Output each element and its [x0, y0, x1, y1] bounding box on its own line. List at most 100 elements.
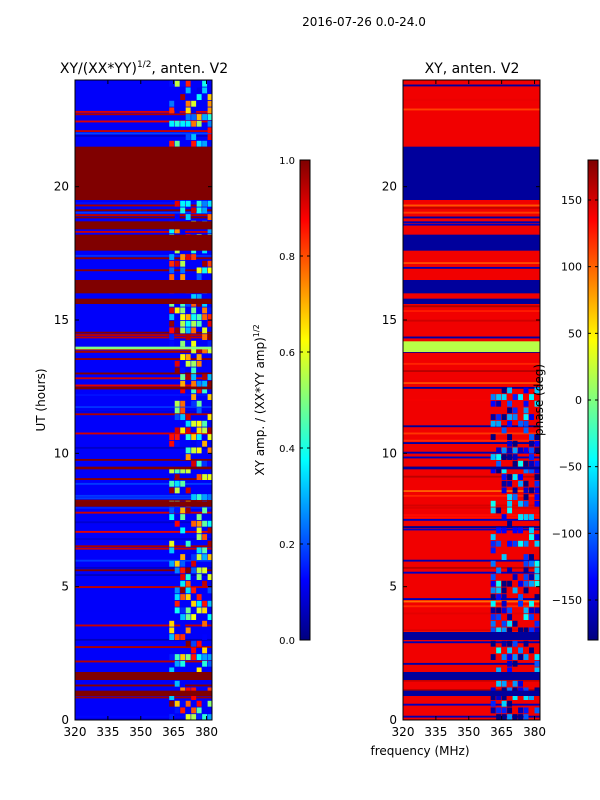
left-heatmap-cell — [169, 627, 175, 634]
left-heatmap-cell — [196, 567, 202, 574]
right-heatmap-cell — [534, 467, 540, 474]
left-heatmap-stripe — [75, 718, 212, 720]
left-heatmap-cell — [180, 407, 186, 414]
left-heatmap-cell — [174, 634, 180, 640]
right-heatmap-cell — [501, 394, 507, 400]
right-heatmap-cell — [529, 434, 534, 440]
left-heatmap-cell — [202, 374, 208, 380]
right-heatmap-cell — [490, 627, 496, 634]
right-heatmap-cell — [507, 614, 513, 620]
left-heatmap-stripe — [75, 110, 212, 113]
left-heatmap-cell — [207, 394, 212, 400]
left-heatmap-stripe — [75, 446, 212, 449]
left-heatmap-stripe — [75, 559, 212, 562]
right-heatmap-cell — [529, 600, 534, 607]
right-heatmap-cell — [518, 707, 524, 714]
left-heatmap-cell — [191, 347, 197, 354]
left-heatmap-cell — [196, 460, 202, 467]
right-heatmap-cell — [507, 667, 513, 674]
left-heatmap-stripe — [75, 511, 212, 514]
left-heatmap-cell — [185, 360, 191, 367]
left-heatmap-cell — [196, 554, 202, 560]
right-colorbar-tick-label: 100 — [561, 261, 582, 274]
right-heatmap-stripe — [403, 526, 540, 528]
left-heatmap-cell — [174, 140, 180, 147]
left-heatmap-stripe — [75, 521, 212, 524]
right-heatmap-cell — [501, 514, 507, 520]
left-heatmap-cell — [180, 327, 186, 334]
left-heatmap-cell — [207, 200, 212, 207]
right-heatmap-cell — [501, 654, 507, 660]
left-heatmap-cell — [191, 307, 197, 314]
left-heatmap-cell — [202, 87, 208, 94]
left-heatmap-cell — [169, 474, 175, 480]
right-heatmap-cell — [496, 414, 502, 420]
right-heatmap-cell — [507, 500, 513, 507]
right-heatmap-stripe — [403, 262, 540, 264]
right-panel-title: XY, anten. V2 — [425, 61, 520, 77]
left-heatmap-cell — [191, 107, 197, 114]
right-heatmap-cell — [523, 460, 529, 467]
right-heatmap-band — [403, 146, 540, 200]
right-heatmap-cell — [496, 587, 502, 594]
left-heatmap-cell — [169, 480, 175, 487]
right-heatmap-cell — [534, 660, 540, 667]
right-heatmap-stripe — [403, 379, 540, 382]
left-heatmap-cell — [174, 227, 180, 234]
right-x-tick-label: 350 — [457, 725, 480, 739]
right-heatmap-stripe — [403, 432, 540, 435]
left-heatmap-cell — [169, 140, 175, 147]
left-heatmap-cell — [174, 594, 180, 600]
left-heatmap-cell — [202, 460, 208, 467]
left-heatmap-cell — [207, 660, 212, 667]
right-heatmap-cell — [529, 647, 534, 654]
left-axis-ticks: 320 335 350 365 380 0 5 10 15 20 — [54, 80, 218, 739]
right-heatmap-cell — [523, 614, 529, 620]
right-heatmap-cell — [507, 447, 513, 454]
right-heatmap-cell — [534, 707, 540, 714]
right-heatmap-stripe — [403, 679, 540, 682]
left-ylabel: UT (hours) — [34, 368, 48, 431]
right-heatmap-cell — [529, 447, 534, 454]
left-heatmap-cell — [207, 447, 212, 454]
right-colorbar-tick-label: 150 — [561, 194, 582, 207]
left-heatmap-stripe — [75, 482, 212, 485]
left-heatmap-stripe — [75, 494, 212, 497]
left-heatmap-cell — [202, 200, 208, 207]
left-heatmap-stripe — [75, 413, 212, 416]
right-heatmap-cell — [523, 580, 529, 587]
right-heatmap-band — [403, 672, 540, 680]
right-heatmap-cell — [501, 640, 507, 647]
left-heatmap-cell — [180, 314, 186, 320]
left-heatmap-cell — [180, 387, 186, 394]
shared-xlabel: frequency (MHz) — [370, 744, 469, 758]
left-heatmap-cell — [174, 567, 180, 574]
right-heatmap-cell — [490, 594, 496, 600]
left-heatmap-cell — [180, 507, 186, 514]
left-heatmap-cell — [180, 614, 186, 620]
left-heatmap-cell — [169, 80, 175, 87]
left-heatmap-cell — [174, 700, 180, 707]
left-heatmap-cell — [207, 554, 212, 560]
left-heatmap-cell — [196, 707, 202, 714]
left-heatmap-cell — [169, 634, 175, 640]
right-heatmap-cell — [490, 614, 496, 620]
left-heatmap-stripe — [75, 406, 212, 408]
right-heatmap-cell — [523, 627, 529, 634]
left-heatmap-cell — [185, 320, 191, 327]
right-heatmap-cell — [507, 387, 513, 394]
right-heatmap-cell — [490, 580, 496, 587]
left-heatmap-cell — [191, 494, 197, 500]
left-heatmap-cell — [169, 274, 175, 280]
right-heatmap-stripe — [403, 204, 540, 207]
left-heatmap-stripe — [75, 545, 212, 548]
right-heatmap-cell — [512, 527, 518, 534]
left-heatmap-cell — [180, 560, 186, 567]
right-heatmap-stripe — [403, 475, 540, 478]
left-heatmap-cell — [185, 607, 191, 614]
left-heatmap-cell — [202, 660, 208, 667]
right-heatmap-cell — [507, 640, 513, 647]
left-heatmap-band — [75, 690, 212, 696]
left-heatmap-cell — [202, 207, 208, 214]
